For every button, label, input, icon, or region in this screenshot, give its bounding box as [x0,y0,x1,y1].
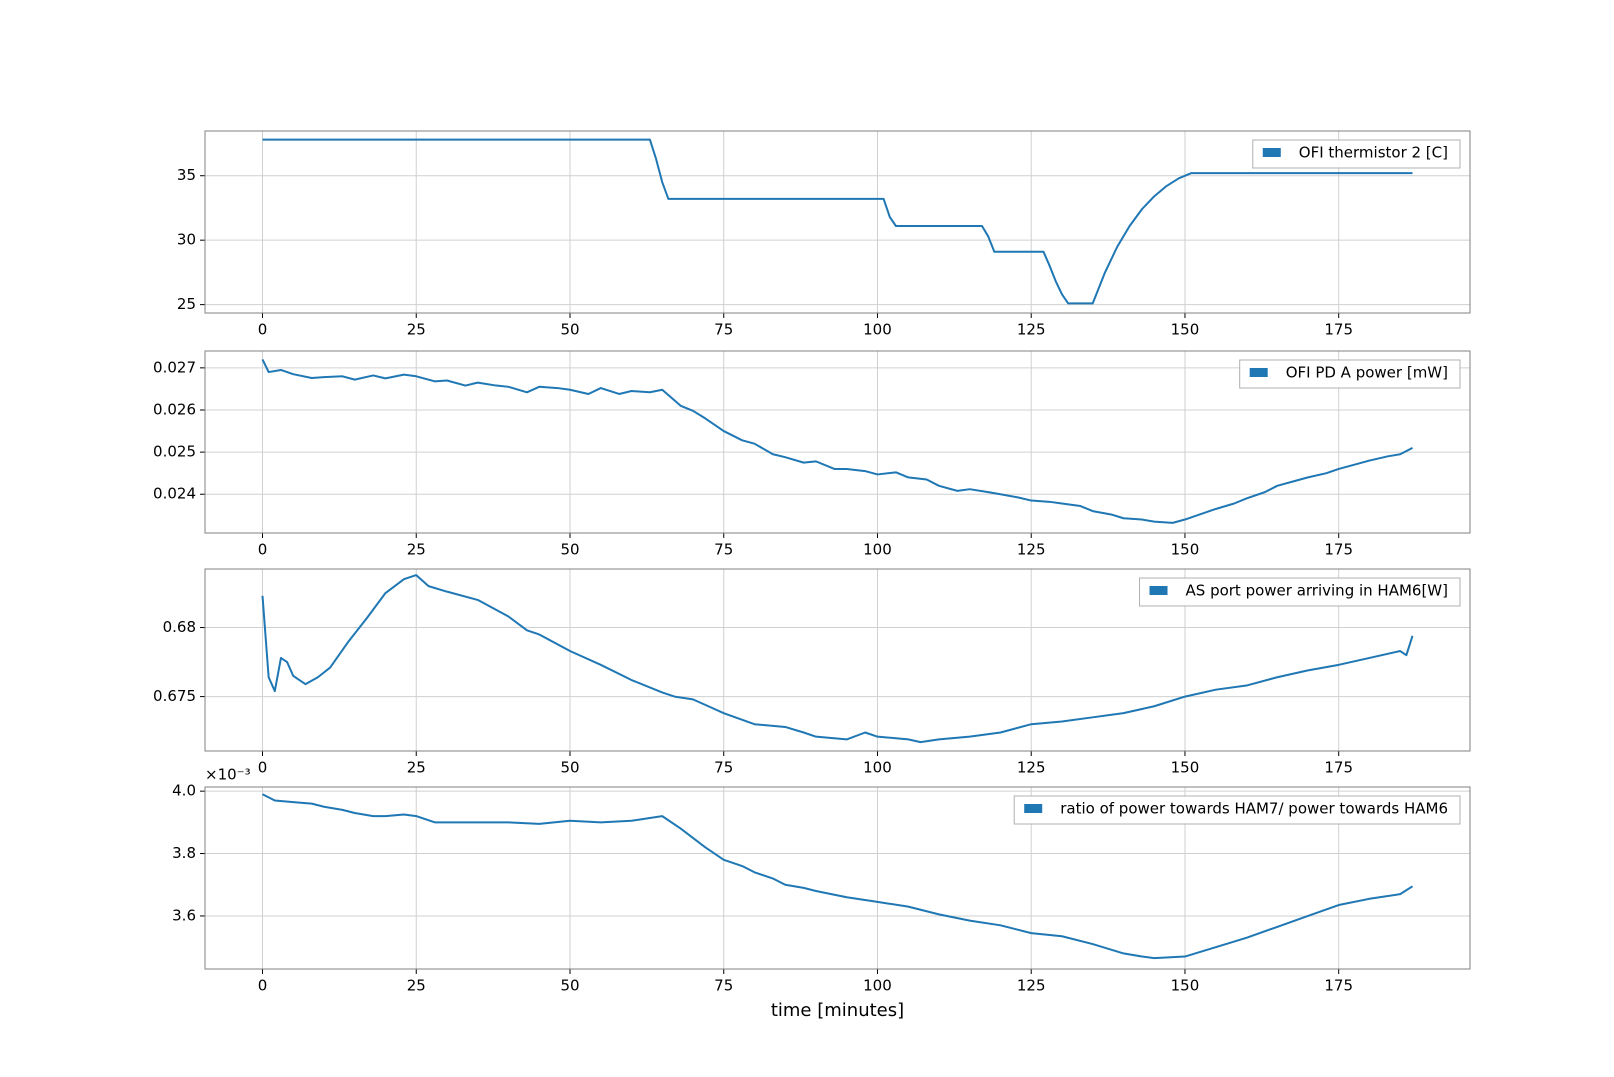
x-tick-label: 175 [1324,759,1353,777]
y-tick-label: 35 [177,166,196,184]
legend: OFI PD A power [mW] [1239,359,1461,389]
x-tick-label: 50 [560,541,579,559]
y-tick-label: 25 [177,295,196,313]
x-tick-label: 175 [1324,977,1353,995]
legend-swatch [1024,804,1043,813]
plot-frame [204,130,1471,314]
legend-swatch [1149,586,1168,595]
x-tick-label: 75 [714,321,733,339]
x-tick-label: 150 [1171,759,1200,777]
plot-frame [204,568,1471,752]
y-tick-label: 3.6 [172,906,196,924]
x-tick-label: 100 [863,977,892,995]
legend-label: OFI thermistor 2 [C] [1299,144,1448,162]
y-tick-label: 0.68 [163,618,196,636]
x-tick-label: 75 [714,977,733,995]
y-tick-label: 4.0 [172,782,196,800]
y-tick-label: 0.026 [153,400,196,418]
x-tick-label: 25 [407,977,426,995]
plot-frame [204,350,1471,534]
y-tick-label: 3.8 [172,844,196,862]
legend-swatch [1262,148,1281,157]
data-line [261,574,1414,744]
x-axis-label: time [minutes] [771,1000,904,1021]
x-tick-label: 175 [1324,321,1353,339]
x-tick-label: 125 [1017,759,1046,777]
data-line [261,358,1413,524]
x-tick-label: 0 [258,759,268,777]
data-line [262,138,1413,305]
x-tick-label: 25 [407,321,426,339]
x-tick-label: 50 [560,977,579,995]
x-tick-label: 125 [1017,541,1046,559]
legend-label: OFI PD A power [mW] [1286,364,1448,382]
y-tick-label: 0.675 [153,687,196,705]
x-tick-label: 0 [258,541,268,559]
legend-box [1252,139,1461,169]
x-tick-label: 125 [1017,977,1046,995]
y-tick-label: 0.024 [153,485,196,503]
legend: AS port power arriving in HAM6[W] [1139,577,1461,607]
x-tick-label: 100 [863,759,892,777]
x-tick-label: 100 [863,541,892,559]
legend: ratio of power towards HAM7/ power towar… [1013,795,1461,825]
legend-label: AS port power arriving in HAM6[W] [1186,582,1448,600]
y-tick-label: 30 [177,231,196,249]
x-tick-label: 150 [1171,321,1200,339]
x-tick-label: 175 [1324,541,1353,559]
x-tick-label: 25 [407,541,426,559]
x-tick-label: 0 [258,977,268,995]
legend-box [1239,359,1461,389]
plot-frame [204,786,1471,970]
legend-label: ratio of power towards HAM7/ power towar… [1060,800,1448,818]
x-tick-label: 150 [1171,541,1200,559]
x-tick-label: 125 [1017,321,1046,339]
data-line [262,793,1414,960]
legend: OFI thermistor 2 [C] [1252,139,1461,169]
x-tick-label: 150 [1171,977,1200,995]
x-tick-label: 25 [407,759,426,777]
x-tick-label: 0 [258,321,268,339]
x-tick-label: 100 [863,321,892,339]
x-tick-label: 75 [714,541,733,559]
x-tick-label: 75 [714,759,733,777]
x-tick-label: 50 [560,321,579,339]
legend-box [1013,795,1461,825]
y-offset-label: ×10⁻³ [205,766,251,784]
y-tick-label: 0.025 [153,443,196,461]
y-tick-label: 0.027 [153,358,196,376]
x-tick-label: 50 [560,759,579,777]
legend-swatch [1249,368,1268,377]
legend-box [1139,577,1461,607]
